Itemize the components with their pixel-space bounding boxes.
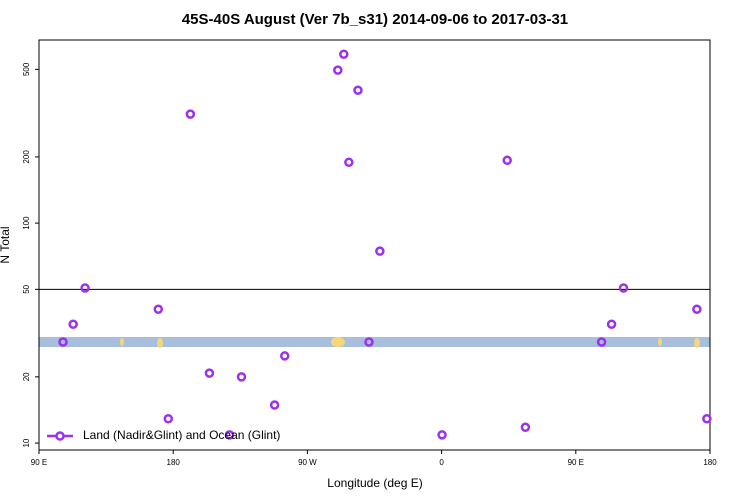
point — [702, 413, 712, 424]
point — [618, 283, 629, 293]
y-tick-label: 50 — [22, 284, 31, 293]
point — [185, 109, 196, 119]
point — [163, 413, 174, 424]
point — [58, 337, 68, 347]
x-tick-label: 90 W — [298, 458, 317, 467]
point — [80, 283, 90, 293]
y-tick-label: 10 — [22, 438, 31, 447]
point — [692, 304, 702, 314]
point — [153, 304, 164, 314]
x-tick-label: 90 E — [31, 458, 47, 467]
point — [502, 155, 512, 166]
point — [236, 372, 247, 382]
plot-frame — [38, 39, 711, 451]
chart-title: 45S-40S August (Ver 7b_s31) 2014-09-06 t… — [182, 11, 568, 28]
point — [353, 85, 363, 95]
point — [269, 400, 280, 410]
x-tick-label: 180 — [167, 458, 181, 467]
point — [339, 49, 349, 59]
point — [520, 422, 531, 433]
point — [279, 351, 290, 361]
point — [437, 430, 447, 440]
land-blobs — [120, 337, 700, 348]
y-tick-label: 20 — [22, 372, 31, 381]
point — [224, 430, 235, 440]
point — [596, 337, 607, 347]
y-tick-label: 200 — [22, 150, 31, 164]
x-axis-label: Longitude (deg E) — [327, 476, 422, 490]
y-tick-label: 500 — [22, 62, 31, 76]
map-strip — [39, 337, 710, 347]
point — [364, 337, 374, 347]
y-axis-label: N Total — [0, 226, 12, 263]
point — [333, 65, 343, 75]
point — [344, 157, 354, 168]
point — [68, 319, 78, 329]
x-tick-label: 0 — [439, 458, 444, 467]
legend-marker — [55, 431, 65, 441]
legend-label: Land (Nadir&Glint) and Ocean (Glint) — [83, 428, 280, 442]
x-tick-label: 90 E — [568, 458, 584, 467]
point — [204, 368, 215, 378]
point — [606, 319, 617, 329]
point — [375, 246, 385, 256]
y-tick-label: 100 — [22, 216, 31, 230]
x-tick-label: 180 — [703, 458, 717, 467]
